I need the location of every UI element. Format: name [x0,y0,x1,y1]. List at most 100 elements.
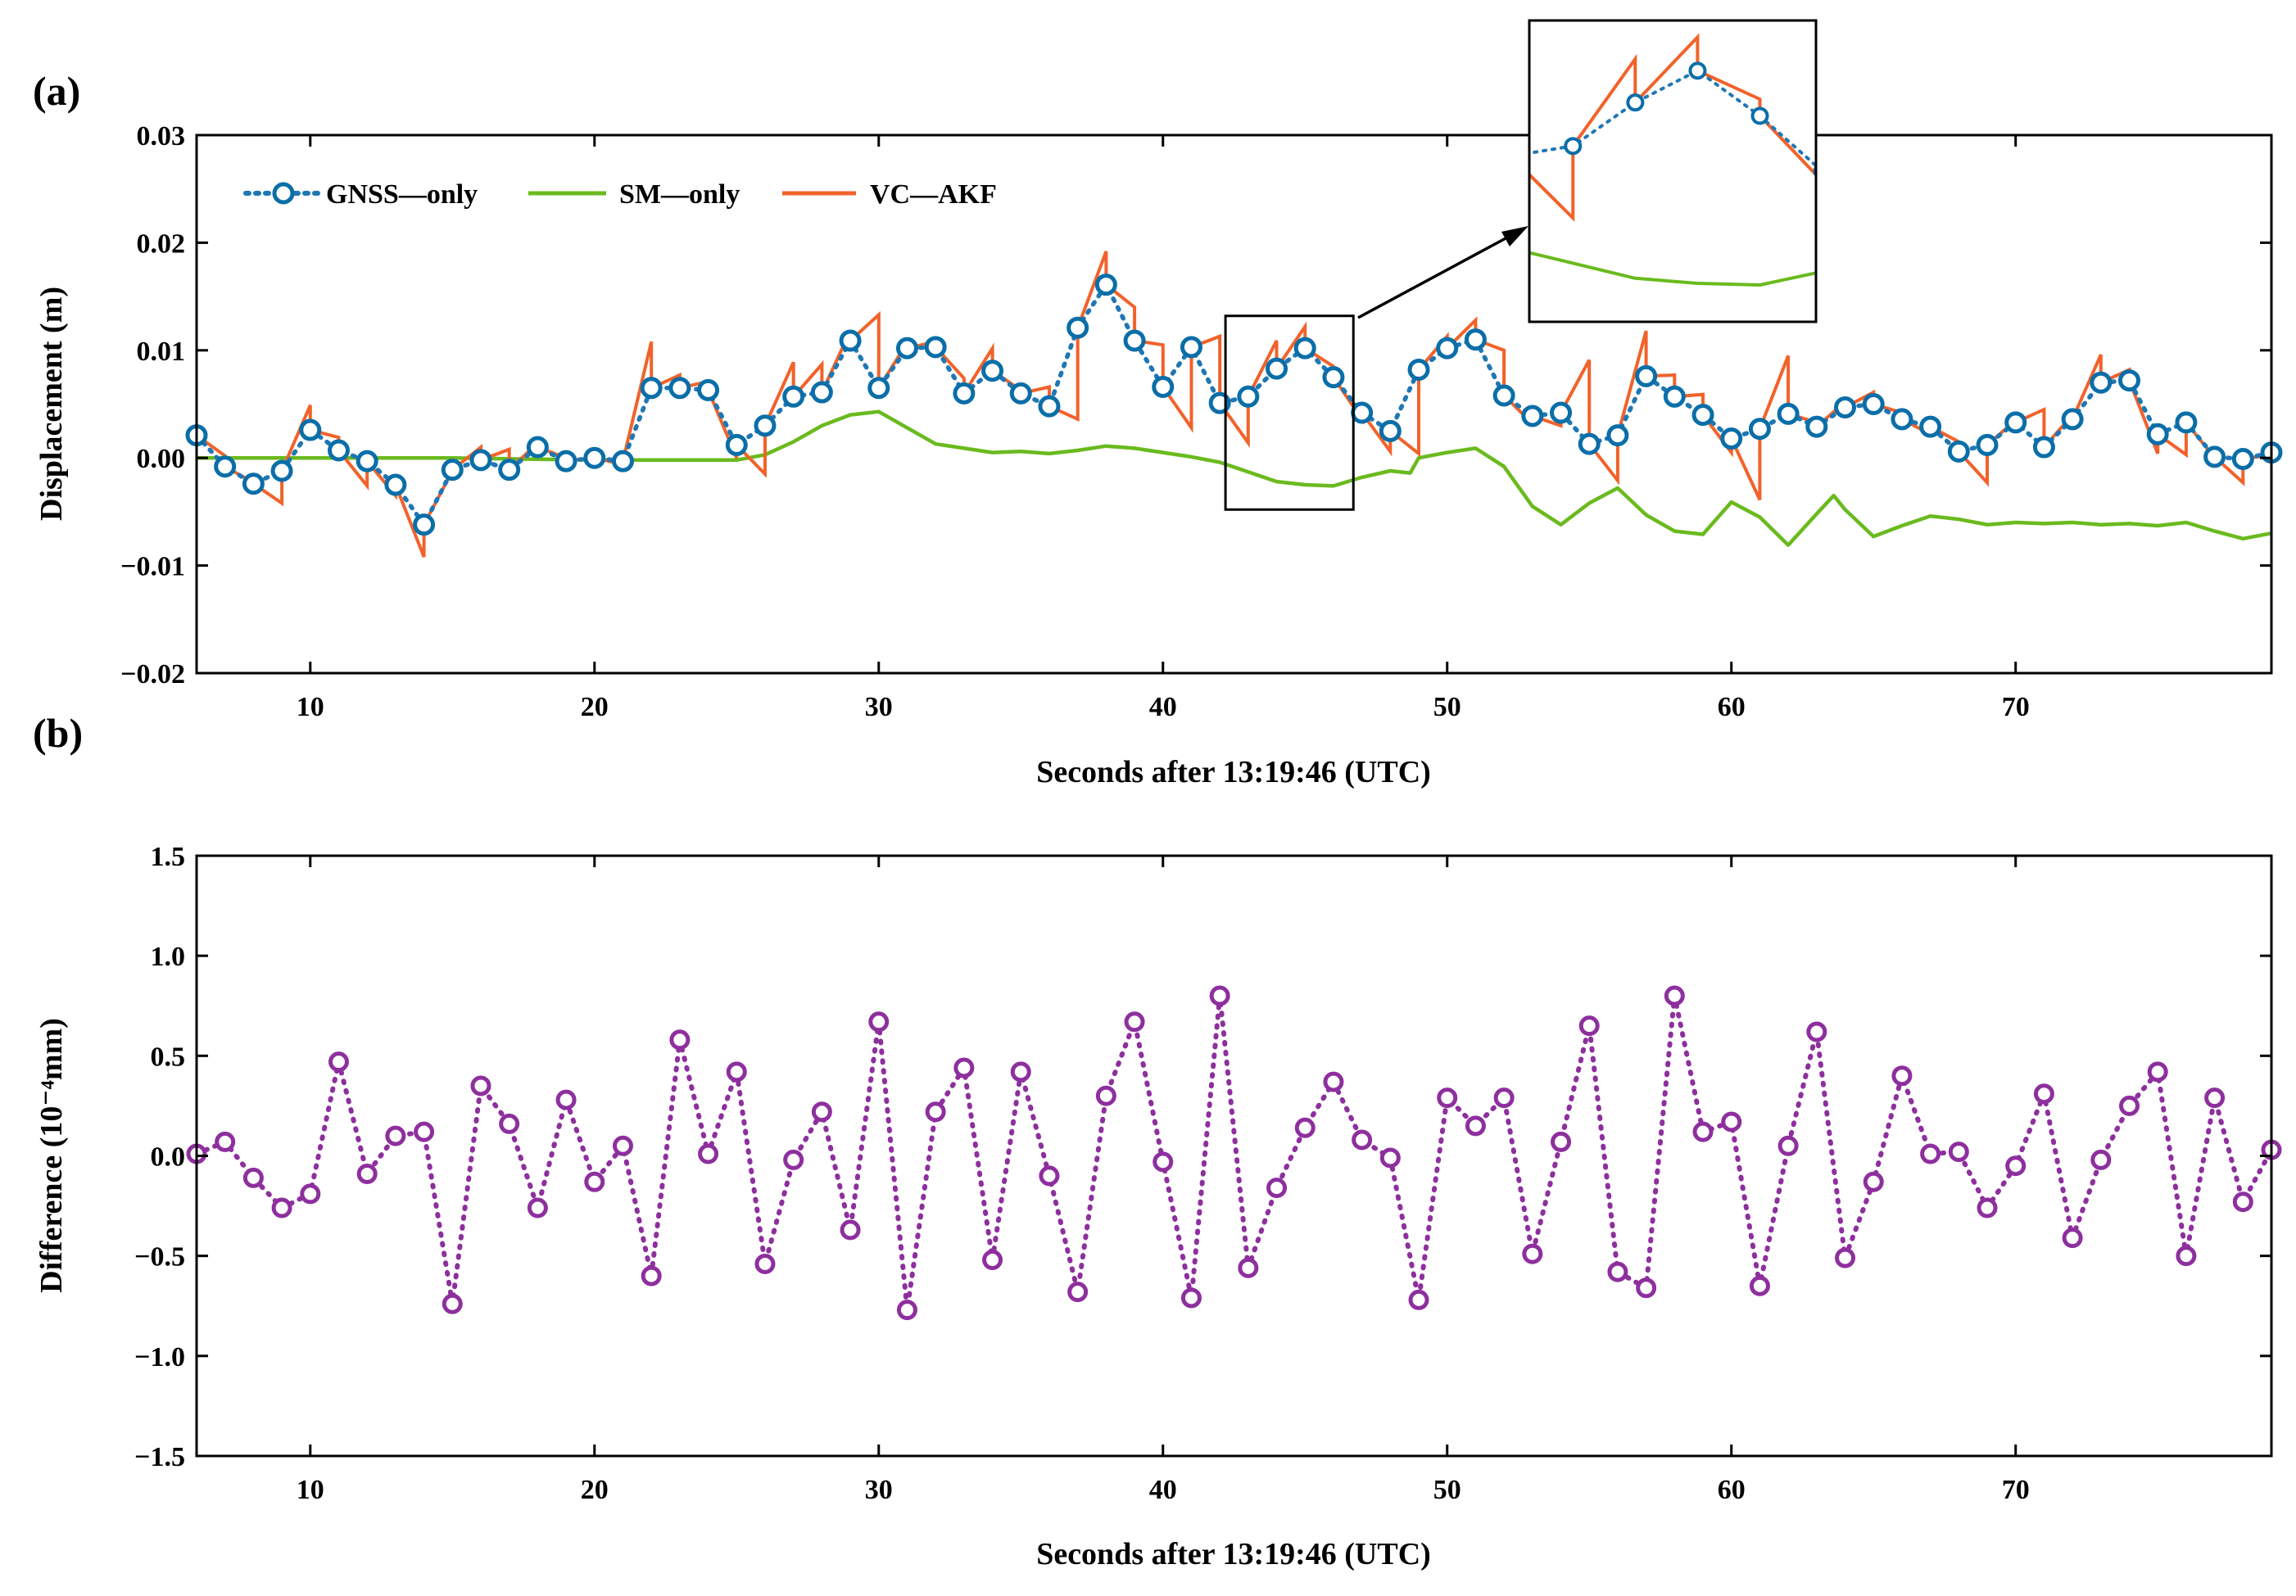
gnss-only-point [384,473,407,496]
gnss-only-point [1606,424,1629,447]
gnss-only-point [782,385,805,408]
panel-b-x-tick-label: 70 [2002,1475,2030,1505]
difference-point [1180,1287,1202,1309]
gnss-only-point [1293,337,1316,359]
gnss-only-point [697,378,720,401]
gnss-only-point [1322,366,1345,389]
gnss-only-point [1009,382,1032,405]
gnss-only-point [1805,415,1828,438]
difference-point [1124,1011,1145,1033]
gnss-only-point [895,337,918,359]
difference-point [442,1293,463,1314]
difference-point [1294,1117,1316,1138]
panel-b-x-tick-label: 60 [1718,1475,1746,1505]
gnss-only-point [1720,427,1743,450]
inset-vcakf-line [1529,33,1816,223]
panel-b-y-tick-label: 1.5 [151,842,186,872]
difference-point [1948,1142,1969,1163]
difference-point [1891,1065,1913,1087]
legend-gnss-marker [272,182,295,205]
gnss-only-point [1351,401,1374,424]
difference-point [1863,1171,1884,1192]
zoom-arrowhead [1501,226,1528,246]
panel-a-x-axis-title: Seconds after 13:19:46 (UTC) [1036,755,1431,789]
gnss-only-point [1066,316,1089,339]
gnss-only-point [469,449,492,472]
gnss-only-point [2203,445,2226,468]
difference-point [2176,1246,2197,1267]
panel-b-y-tick-label: −0.5 [134,1242,185,1273]
difference-point [1551,1131,1572,1152]
difference-series-line [194,995,2274,1311]
panel-a-y-axis-title: Displacement (m) [34,287,69,521]
gnss-only-point [981,359,1004,382]
panel-a-y-tick-label: 0.03 [137,121,186,151]
difference-point [1266,1178,1288,1199]
gnss-only-point [725,433,748,456]
gnss-only-point [1464,328,1487,351]
difference-point [754,1253,776,1274]
panel-a-x-tick-label: 20 [581,692,609,722]
difference-point [2204,1087,2226,1109]
gnss-only-point [754,414,777,437]
gnss-only-point [242,472,265,495]
panel-a-x-tick-label: 30 [865,692,893,722]
gnss-only-point [839,329,862,352]
difference-point [925,1101,946,1123]
difference-point [1920,1143,1941,1164]
difference-point [2005,1155,2027,1177]
panel-a-x-tick-label: 70 [2002,692,2030,722]
panel-b-y-tick-label: 0.0 [151,1142,186,1173]
panel-a-x-tick-label: 10 [297,692,324,722]
panel-a-label: (a) [33,68,80,114]
gnss-only-point [1578,432,1601,455]
gnss-only-point [1748,418,1771,441]
difference-point [470,1075,491,1096]
gnss-only-point [2032,436,2055,459]
difference-point [982,1250,1003,1271]
panel-b-x-tick-label: 10 [297,1475,324,1505]
zoom-inset-frame [1528,19,1818,323]
difference-point [1806,1021,1827,1042]
difference-point [2147,1061,2168,1083]
difference-point [584,1171,605,1192]
difference-point [1379,1147,1401,1169]
difference-point [641,1265,662,1286]
difference-point [1636,1277,1657,1299]
gnss-only-point [1947,440,1970,463]
gnss-only-point [924,336,947,359]
difference-point [1437,1087,1458,1109]
gnss-only-point [355,450,378,472]
gnss-only-point [1919,415,1942,438]
gnss-only-point [413,513,436,536]
difference-point [1153,1151,1174,1173]
difference-point [1721,1111,1742,1133]
panel-b: (b) 10 20 30 40 50 60 70−1.5−1.0−0.50.00.51.01… [33,710,2282,1571]
difference-point [242,1167,264,1188]
difference-point [1749,1275,1770,1296]
difference-point [1039,1165,1060,1187]
difference-point [726,1061,747,1083]
gnss-only-point [2175,411,2198,434]
gnss-only-point [2146,423,2169,445]
gnss-only-point [1521,405,1544,427]
gnss-only-point [611,450,634,472]
panel-b-y-tick-label: 1.0 [151,942,186,972]
panel-a-x-tick-label: 60 [1718,692,1746,722]
difference-point [499,1113,520,1134]
difference-point [1465,1115,1486,1137]
gnss-only-point [1777,402,1800,425]
difference-point [1522,1243,1543,1264]
panel-b-plot-area [186,985,2282,1321]
difference-point [328,1051,349,1073]
panel-b-axes: 10 20 30 40 50 60 70 −1.5 −1.0 −0.5 0.0 0.5 1.0 1.5 [134,842,2271,1505]
difference-point [300,1183,321,1205]
gnss-only-point [1094,274,1117,296]
panel-b-y-tick-label: −1.5 [134,1442,185,1472]
difference-point [669,1029,691,1051]
difference-point [840,1219,861,1241]
difference-point [356,1163,378,1184]
difference-point [414,1121,435,1142]
gnss-only-point [1180,336,1202,359]
